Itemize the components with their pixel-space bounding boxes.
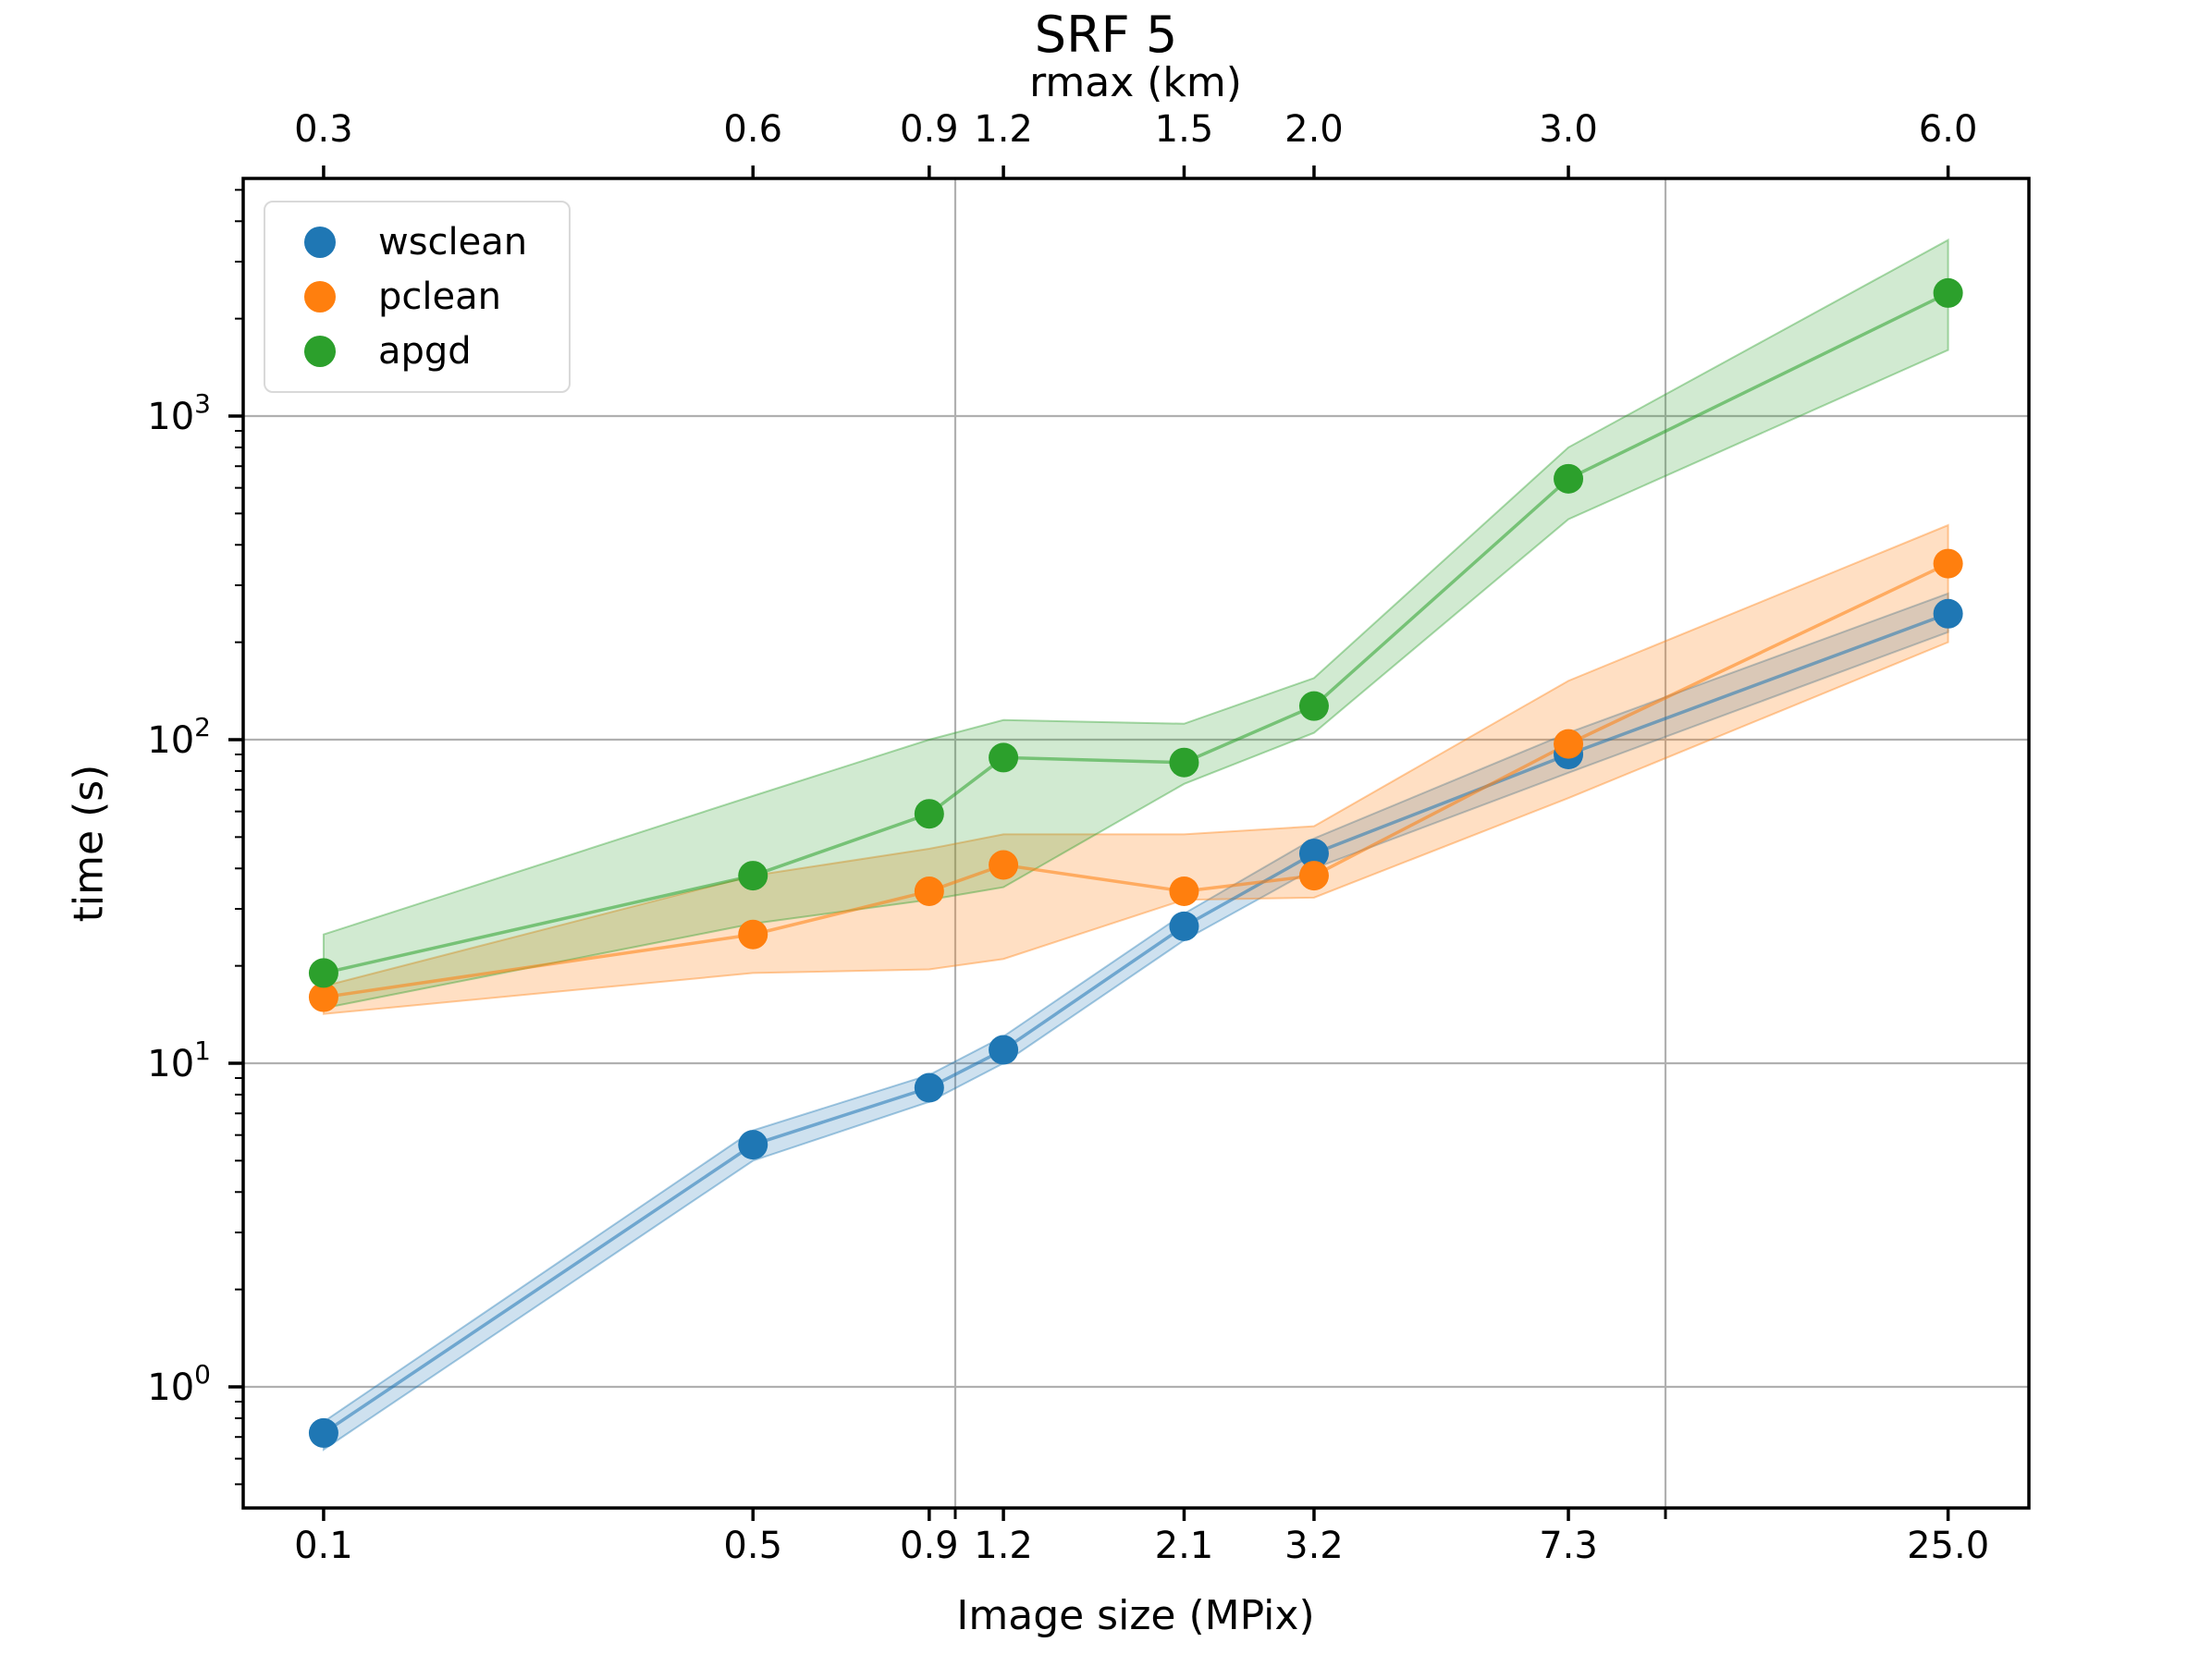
x-tick-label-0.9: 0.9 — [900, 1525, 959, 1567]
mean-line-wsclean — [322, 612, 1949, 1435]
band-pclean — [322, 523, 1949, 1015]
y-tick-label-10e3: 103 — [147, 388, 211, 438]
x-tick-label-0.1: 0.1 — [294, 1525, 353, 1567]
data-point-apgd-0.1 — [308, 958, 338, 988]
data-point-apgd-0.5 — [738, 861, 768, 891]
data-point-wsclean-25.0 — [1933, 598, 1963, 629]
data-point-pclean-0.9 — [914, 876, 944, 906]
data-point-pclean-1.2 — [989, 850, 1019, 880]
data-point-pclean-3.2 — [1298, 861, 1329, 891]
legend-marker-apgd-icon — [304, 335, 336, 367]
x-top-tick-label-6.0: 6.0 — [1919, 108, 1978, 151]
x-tick-label-1.2: 1.2 — [974, 1525, 1033, 1567]
data-point-apgd-2.1 — [1169, 747, 1199, 778]
error-bands — [322, 238, 1949, 1452]
data-points — [308, 277, 1963, 1448]
x-top-axis-label: rmax (km) — [1029, 59, 1242, 106]
legend-marker-wsclean-icon — [304, 227, 336, 259]
data-point-pclean-7.3 — [1554, 729, 1584, 759]
band-wsclean — [322, 592, 1949, 1452]
data-point-apgd-1.2 — [989, 742, 1019, 773]
x-axis-label: Image size (MPix) — [956, 1592, 1315, 1639]
y-tick-label-10e0: 100 — [147, 1359, 211, 1409]
legend-item-pclean: pclean — [265, 270, 569, 325]
x-top-tick-label-0.3: 0.3 — [294, 108, 353, 151]
data-point-wsclean-3.2 — [1298, 839, 1329, 869]
mean-line-pclean — [323, 561, 1949, 999]
y-axis-label: time (s) — [65, 764, 113, 923]
data-point-pclean-0.1 — [308, 982, 338, 1012]
gridlines — [243, 178, 2029, 1508]
legend-item-wsclean: wsclean — [265, 215, 569, 270]
y-tick-label-10e1: 101 — [147, 1036, 211, 1085]
data-point-pclean-0.5 — [738, 919, 768, 950]
data-point-apgd-0.9 — [914, 799, 944, 829]
x-tick-label-3.2: 3.2 — [1284, 1525, 1344, 1567]
legend-label-apgd: apgd — [378, 329, 472, 373]
mean-lines — [322, 291, 1949, 1435]
x-top-tick-label-0.6: 0.6 — [723, 108, 782, 151]
plot-frame — [241, 177, 2031, 1510]
legend-label-wsclean: wsclean — [378, 221, 528, 264]
band-apgd — [322, 238, 1949, 1010]
tick-labels: 0.1 0.5 0.9 1.2 2.1 3.2 7.3 25.0 0.3 0.6 0.9 1.2 1.5… — [147, 108, 1989, 1567]
x-top-tick-label-2.0: 2.0 — [1284, 108, 1344, 151]
legend-item-apgd: apgd — [265, 324, 569, 378]
data-point-wsclean-0.1 — [308, 1417, 338, 1448]
legend: wsclean pclean apgd — [264, 201, 571, 393]
data-point-wsclean-0.5 — [738, 1130, 768, 1160]
data-point-pclean-2.1 — [1169, 876, 1199, 906]
data-point-wsclean-0.9 — [914, 1073, 944, 1103]
data-point-apgd-25.0 — [1933, 277, 1963, 308]
data-point-apgd-7.3 — [1554, 463, 1584, 494]
x-top-tick-label-1.2: 1.2 — [974, 108, 1033, 151]
x-top-tick-label-0.9: 0.9 — [900, 108, 959, 151]
data-point-pclean-25.0 — [1933, 548, 1963, 579]
x-tick-label-2.1: 2.1 — [1155, 1525, 1214, 1567]
x-top-tick-label-1.5: 1.5 — [1155, 108, 1214, 151]
chart-title: SRF 5 — [1034, 6, 1178, 64]
x-tick-label-7.3: 7.3 — [1539, 1525, 1598, 1567]
legend-marker-pclean-icon — [304, 281, 336, 313]
data-point-wsclean-1.2 — [989, 1035, 1019, 1065]
axes-spines — [241, 177, 2031, 1510]
y-tick-label-10e2: 102 — [147, 712, 211, 762]
x-top-tick-label-3.0: 3.0 — [1539, 108, 1598, 151]
data-point-apgd-3.2 — [1298, 691, 1329, 721]
data-point-wsclean-2.1 — [1169, 911, 1199, 941]
axis-ticks — [228, 165, 1950, 1521]
x-tick-label-0.5: 0.5 — [723, 1525, 782, 1567]
x-tick-label-25.0: 25.0 — [1907, 1525, 1989, 1567]
legend-label-pclean: pclean — [378, 276, 501, 318]
mean-line-apgd — [323, 291, 1949, 975]
